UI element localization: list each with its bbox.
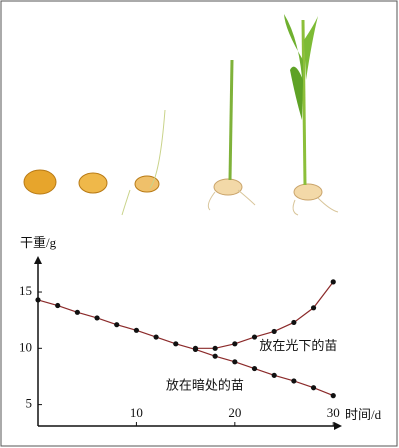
data-point: [75, 310, 80, 315]
y-tick-label: 10: [19, 339, 32, 354]
y-tick-label: 5: [26, 396, 33, 411]
data-point: [35, 297, 40, 302]
figure: 干重/g 时间/d 5 10 15 10 20 30 放在暗处的苗 放在光下的苗: [0, 0, 399, 448]
series-label: 放在光下的苗: [259, 338, 337, 353]
data-point: [114, 322, 119, 327]
series-label: 放在暗处的苗: [166, 378, 244, 393]
data-point: [173, 341, 178, 346]
data-point: [311, 305, 316, 310]
data-point: [272, 329, 277, 334]
data-point: [252, 334, 257, 339]
data-point: [331, 279, 336, 284]
x-tick-label: 20: [228, 405, 241, 420]
data-point: [291, 378, 296, 383]
data-point: [213, 354, 218, 359]
data-point: [232, 341, 237, 346]
data-point: [153, 334, 158, 339]
data-point: [94, 315, 99, 320]
data-point: [291, 320, 296, 325]
data-point: [193, 346, 198, 351]
data-point: [232, 359, 237, 364]
data-point: [134, 328, 139, 333]
data-point: [311, 385, 316, 390]
x-tick-label: 30: [327, 405, 340, 420]
data-point: [213, 346, 218, 351]
data-point: [272, 373, 277, 378]
x-tick-label: 10: [130, 405, 143, 420]
data-point: [55, 303, 60, 308]
data-point: [252, 366, 257, 371]
x-axis-label: 时间/d: [345, 407, 382, 422]
data-point: [331, 393, 336, 398]
y-tick-label: 15: [19, 283, 32, 298]
y-axis-label: 干重/g: [20, 235, 57, 250]
